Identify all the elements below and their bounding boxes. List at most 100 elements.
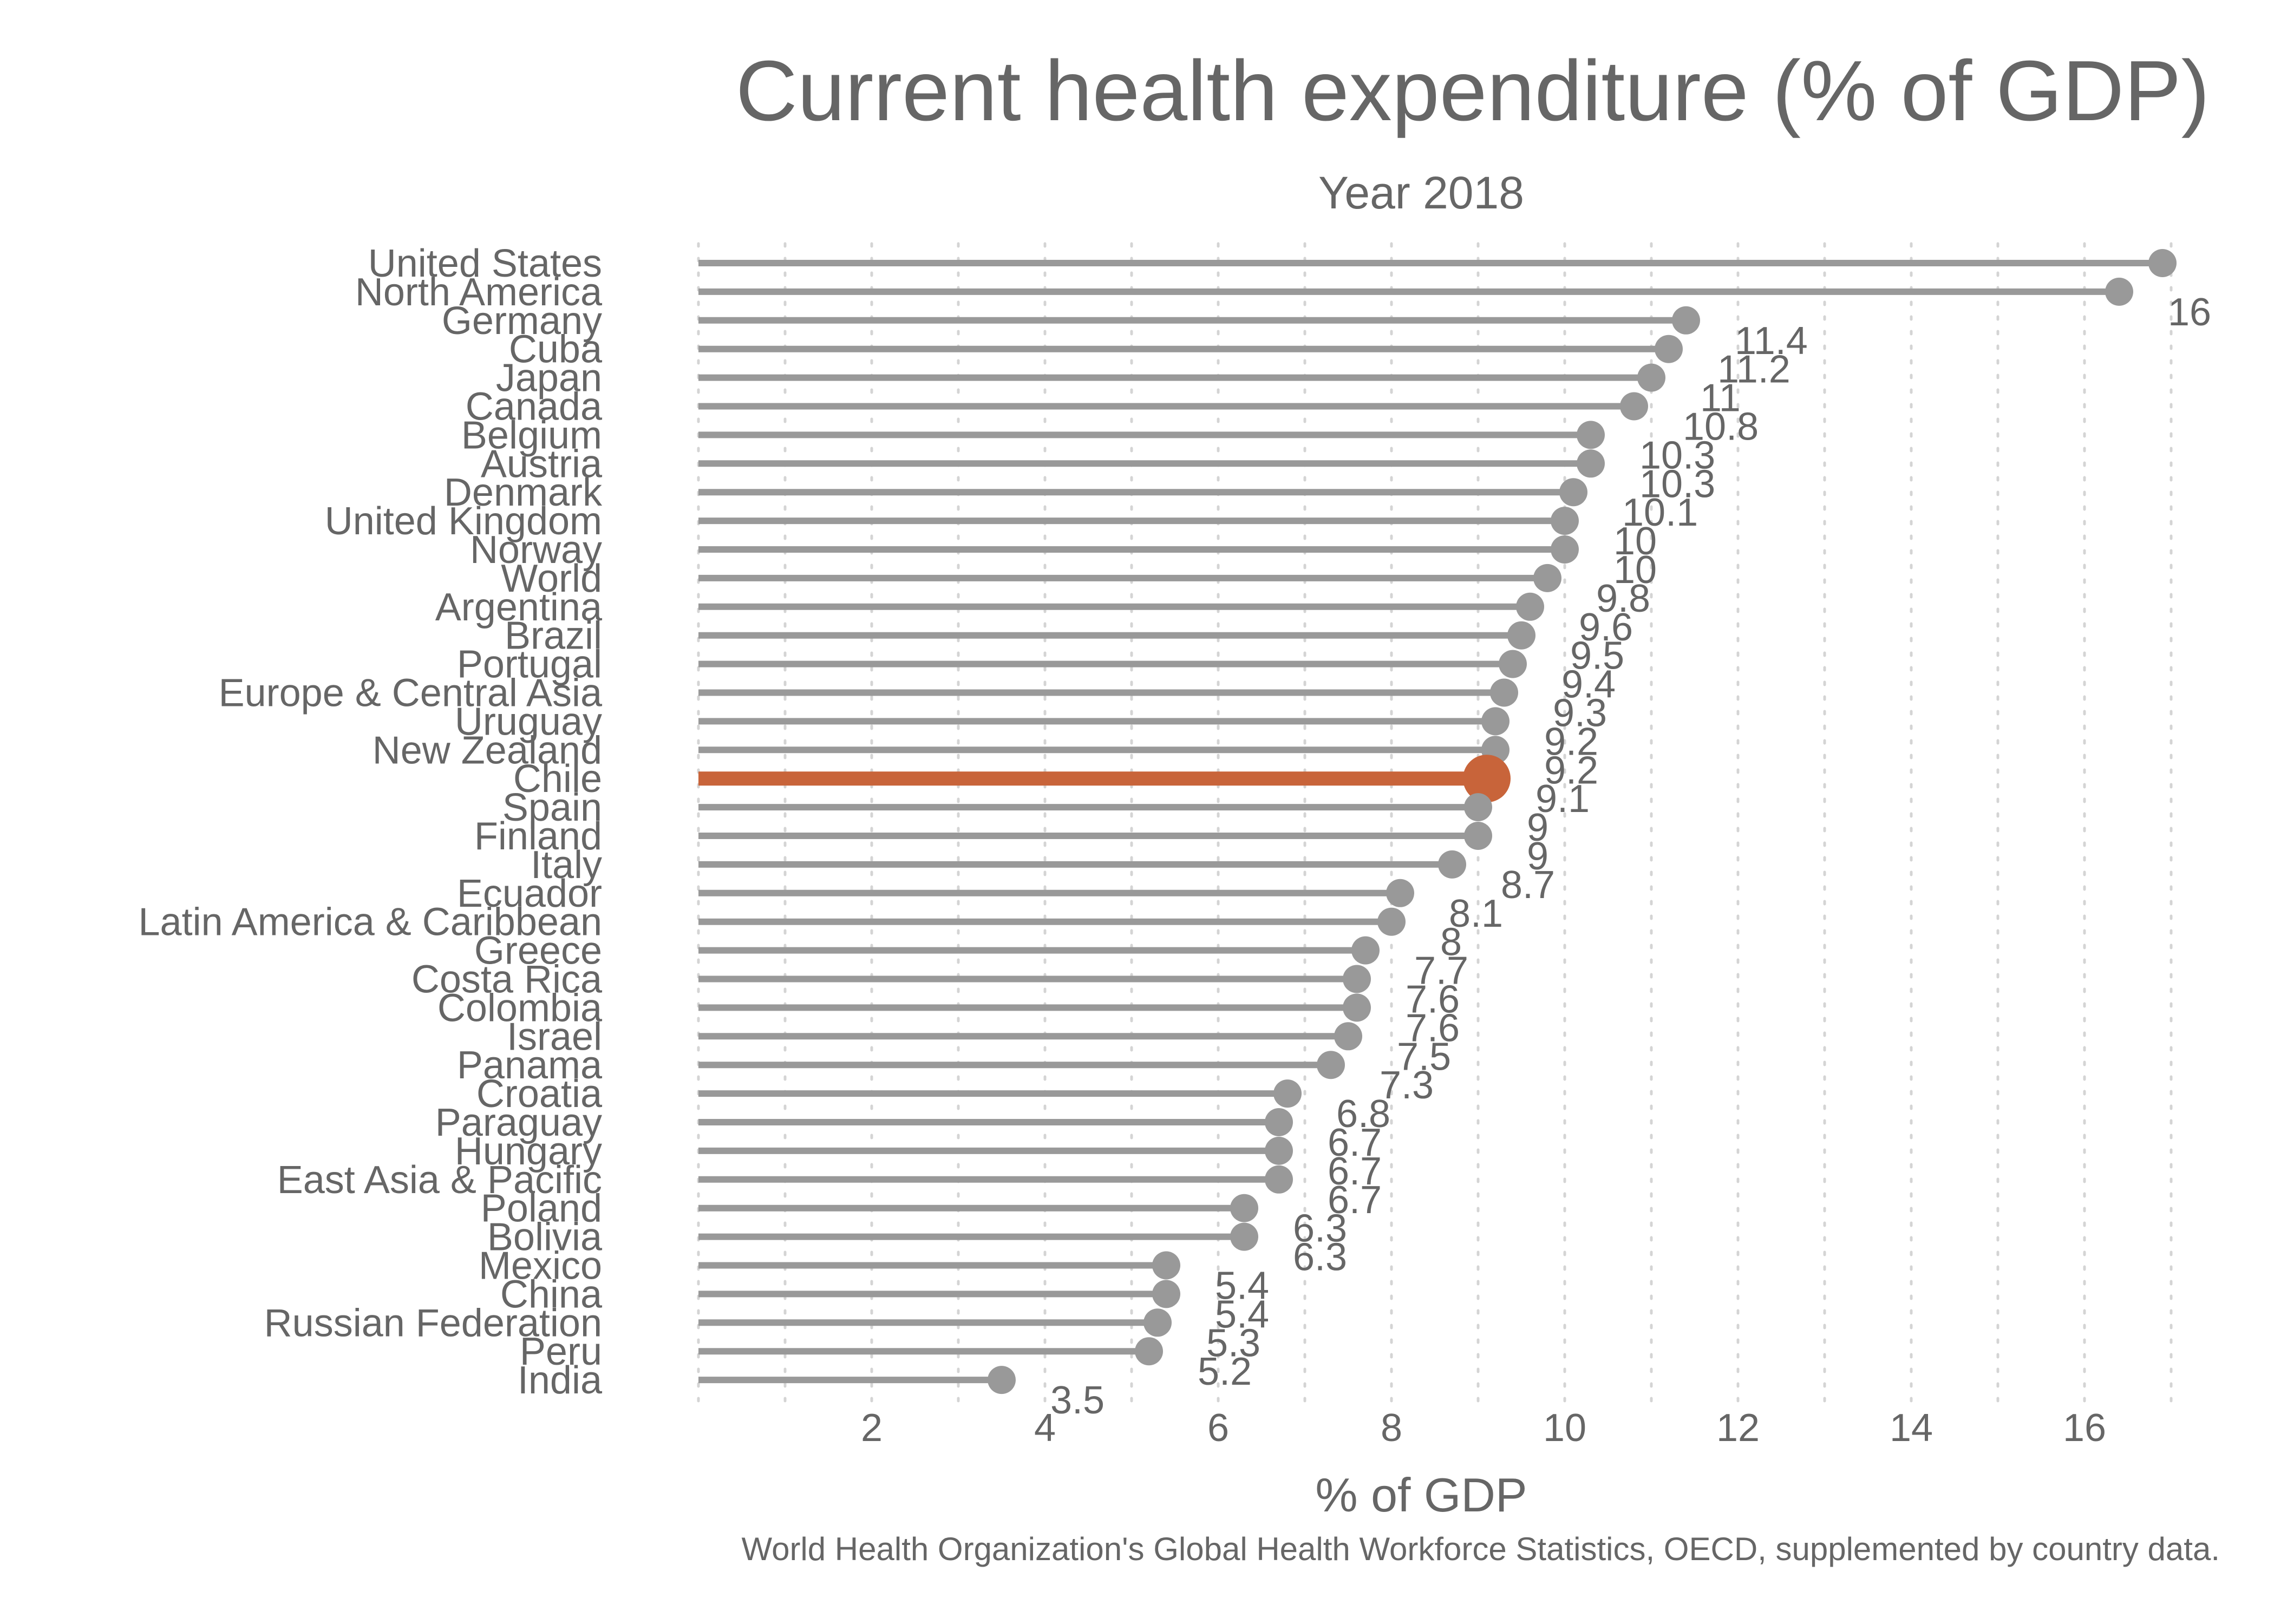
value-label: 3.5: [1050, 1379, 1105, 1422]
category-label: Europe & Central Asia: [219, 672, 603, 715]
lollipop-dot: [1265, 1136, 1293, 1165]
value-label: 5.2: [1198, 1350, 1252, 1393]
category-label: Argentina: [435, 586, 603, 629]
lollipop-dot: [1386, 879, 1414, 907]
lollipop-dot: [988, 1366, 1016, 1394]
source-caption: World Health Organization's Global Healt…: [742, 1531, 2220, 1567]
value-label: 7.6: [1406, 978, 1460, 1021]
x-tick-label: 8: [1381, 1406, 1402, 1450]
category-label: United States: [368, 242, 602, 285]
value-label: 11.2: [1717, 348, 1791, 391]
category-label: Chile: [513, 757, 602, 801]
lollipop-dot: [1559, 478, 1587, 507]
x-axis-label: % of GDP: [1315, 1468, 1527, 1522]
category-label: Spain: [502, 786, 602, 829]
category-label: Ecuador: [457, 872, 602, 915]
lollipop-dot: [1499, 650, 1527, 678]
category-label: Portugal: [457, 643, 602, 686]
value-label: 9.1: [1535, 777, 1590, 821]
lollipop-dot: [1551, 507, 1579, 535]
grid-layer: [697, 242, 2173, 1409]
lollipop-dot: [1343, 993, 1371, 1022]
lollipop-dot: [1672, 306, 1700, 335]
value-label: 10: [1613, 548, 1657, 592]
lollipop-dot: [2105, 277, 2133, 306]
value-label: 11: [1700, 377, 1741, 420]
category-label: Denmark: [444, 471, 603, 514]
value-label: 9.4: [1561, 663, 1616, 706]
lollipop-dot: [1464, 822, 1492, 850]
lollipop-dot: [1377, 907, 1406, 936]
x-tick-label: 12: [1716, 1406, 1760, 1450]
value-label: 5.4: [1215, 1265, 1269, 1308]
lollipop-dot: [1334, 1022, 1362, 1051]
value-label: 10.3: [1639, 462, 1715, 506]
lollipop-dot: [1655, 335, 1683, 363]
lollipop-dot: [1490, 678, 1518, 707]
lollipop-dot: [1620, 392, 1648, 421]
category-label: Poland: [481, 1187, 602, 1230]
value-label: 6.7: [1328, 1121, 1382, 1164]
value-label: 7.5: [1397, 1035, 1451, 1078]
x-tick-label: 16: [2063, 1406, 2106, 1450]
lollipop-dot: [2148, 249, 2177, 277]
category-label: United Kingdom: [325, 500, 602, 543]
tick-layer: 2 4 6 8 10 12 14 16: [861, 1406, 2106, 1450]
bar-layer: [698, 249, 2177, 1394]
category-label: Paraguay: [435, 1101, 602, 1144]
lollipop-dot: [1481, 707, 1510, 736]
lollipop-dot: [1152, 1251, 1180, 1280]
category-label: Bolivia: [487, 1216, 603, 1259]
category-label: Canada: [466, 385, 603, 429]
x-tick-label: 10: [1543, 1406, 1586, 1450]
value-label: 10: [1613, 520, 1657, 563]
value-label: 8.7: [1501, 863, 1555, 907]
lollipop-dot: [1343, 965, 1371, 993]
category-label: Brazil: [505, 614, 602, 658]
lollipop-dot: [1551, 535, 1579, 564]
lollipop-dot: [1230, 1222, 1258, 1251]
lollipop-dot: [1577, 449, 1605, 478]
lollipop-dot: [1230, 1194, 1258, 1222]
category-label: Italy: [531, 843, 602, 887]
category-label: China: [500, 1273, 603, 1316]
category-label: Hungary: [455, 1130, 602, 1173]
value-label: 9: [1527, 806, 1548, 849]
x-tick-label: 6: [1207, 1406, 1229, 1450]
lollipop-dot: [1533, 564, 1561, 592]
lollipop-dot: [1516, 592, 1544, 621]
value-label: 10.8: [1683, 405, 1759, 449]
category-label: Peru: [520, 1330, 602, 1373]
category-label: World: [501, 557, 602, 600]
lollipop-dot: [1265, 1108, 1293, 1136]
lollipop-dot: [1464, 793, 1492, 822]
value-label: 9: [1527, 835, 1548, 878]
category-label: Japan: [496, 357, 602, 400]
value-label: 9.2: [1544, 720, 1598, 763]
category-label: North America: [355, 271, 603, 314]
category-label: Belgium: [461, 414, 602, 457]
lollipop-dot: [1143, 1308, 1172, 1337]
category-label: Israel: [507, 1015, 602, 1058]
value-label: 8: [1440, 921, 1462, 964]
lollipop-dot: [1135, 1337, 1163, 1366]
lollipop-dot: [1438, 850, 1466, 879]
category-label: Austria: [481, 442, 603, 486]
value-label: 7.7: [1414, 949, 1468, 993]
category-label: Croatia: [476, 1072, 603, 1116]
value-label: 7.6: [1406, 1006, 1460, 1050]
category-label: Finland: [474, 815, 602, 858]
lollipop-dot: [1265, 1165, 1293, 1194]
value-label: 6.8: [1336, 1092, 1390, 1136]
highlight-dot: [1463, 755, 1511, 803]
value-label: 6.3: [1293, 1236, 1347, 1279]
value-label: 9.8: [1596, 577, 1650, 620]
category-label: Latin America & Caribbean: [139, 901, 602, 944]
lollipop-dot: [1273, 1079, 1302, 1108]
lollipop-dot: [1507, 621, 1535, 650]
category-label: Costa Rica: [411, 958, 603, 1001]
value-label: 10.3: [1639, 434, 1715, 477]
value-label: 10.1: [1622, 491, 1698, 534]
